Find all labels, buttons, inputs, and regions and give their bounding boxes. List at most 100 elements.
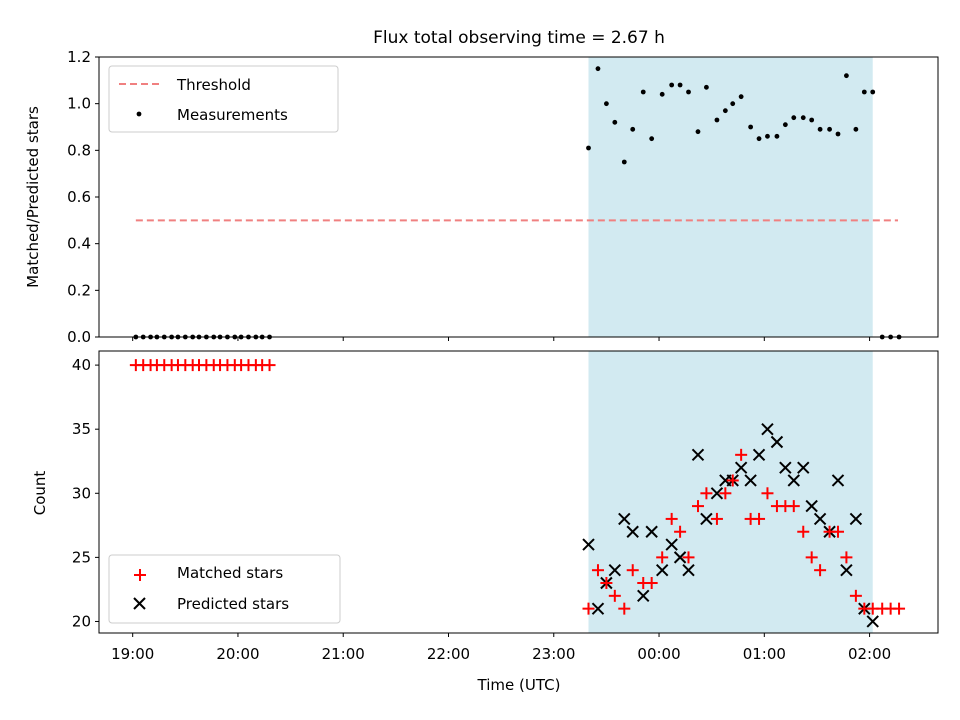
measurement-point: [870, 89, 876, 95]
matched-star-point: [691, 500, 704, 513]
measurement-point: [791, 115, 797, 121]
predicted-star-point: [700, 512, 713, 526]
y-tick-label: 0.6: [67, 188, 91, 206]
legend-matched-label: Matched stars: [177, 564, 283, 582]
matched-star-point: [665, 512, 678, 525]
matched-star-point: [831, 525, 844, 538]
legend-predicted-label: Predicted stars: [177, 595, 289, 613]
x-tick-label: 02:00: [848, 645, 891, 663]
predicted-star-point: [582, 538, 595, 551]
measurement-point: [827, 126, 832, 132]
measurement-point: [669, 82, 675, 88]
measurement-point: [677, 82, 683, 88]
y-tick-label: 0.2: [67, 281, 91, 299]
measurement-point: [835, 131, 841, 137]
predicted-star-point: [637, 589, 650, 603]
measurement-point: [595, 66, 601, 72]
count-series: [129, 359, 906, 628]
x-axis-label: Time (UTC): [477, 676, 561, 694]
predicted-star-point: [591, 602, 605, 615]
matched-star-point: [626, 564, 639, 577]
top-shaded-span: [588, 57, 873, 337]
legend-measurement-swatch: [136, 111, 142, 117]
predicted-star-point: [849, 512, 863, 526]
x-tick-label: 00:00: [637, 645, 680, 663]
bottom-panel: 20 25 30 35 40 19:00 20:00 21:00 22:00 23:00 00:0…: [31, 350, 939, 694]
x-tick-label: 23:00: [532, 645, 575, 663]
legend-predicted-swatch: [133, 597, 146, 610]
matched-star-point: [608, 589, 621, 602]
measurement-point: [649, 136, 655, 142]
predicted-star-point: [645, 525, 658, 538]
predicted-star-point: [761, 422, 774, 436]
matched-star-point: [591, 564, 604, 577]
top-x-ticks: [132, 337, 871, 341]
predicted-star-point: [866, 615, 879, 628]
y-tick-label: 1.0: [67, 95, 91, 113]
legend-measurement-label: Measurements: [177, 106, 288, 124]
matched-star-point: [700, 487, 713, 500]
measurement-point: [630, 126, 636, 132]
measurement-point: [809, 117, 815, 123]
predicted-star-point: [840, 563, 853, 577]
measurement-point: [659, 91, 665, 97]
matched-star-point: [600, 577, 613, 590]
x-tick-label: 01:00: [743, 645, 786, 663]
measurement-point: [774, 133, 780, 139]
matched-star-point: [805, 551, 818, 564]
predicted-star-point: [744, 474, 757, 487]
predicted-star-point: [626, 525, 639, 538]
matched-star-point: [787, 500, 800, 513]
legend-threshold-label: Threshold: [176, 76, 251, 94]
matched-star-point: [735, 448, 748, 461]
predicted-star-point: [813, 512, 827, 526]
measurement-point: [817, 126, 823, 132]
measurement-point: [695, 129, 701, 135]
measurement-point: [765, 133, 770, 139]
predicted-star-point: [655, 563, 669, 577]
measurement-point: [722, 108, 728, 114]
measurement-point: [738, 94, 744, 100]
matched-star-point: [618, 602, 631, 615]
matched-star-point: [645, 577, 658, 590]
bottom-shaded-span-group: [588, 351, 873, 633]
top-legend-box: [108, 65, 339, 133]
matched-star-point: [849, 589, 862, 602]
measurement-point: [756, 136, 762, 142]
predicted-star-point: [797, 461, 810, 474]
matched-star-point: [726, 474, 739, 487]
top-legend: Threshold Measurements: [108, 65, 339, 133]
predicted-star-point: [779, 461, 792, 474]
predicted-star-point: [710, 487, 724, 500]
legend-matched-swatch: [134, 569, 146, 581]
predicted-star-point: [691, 448, 705, 462]
measurement-point: [704, 84, 709, 90]
matched-star-point: [893, 602, 906, 615]
measurement-point: [782, 122, 788, 128]
measurement-point: [686, 89, 691, 95]
bottom-y-axis-label: Count: [31, 471, 49, 516]
y-tick-label: 1.2: [67, 48, 91, 66]
matched-star-point: [263, 359, 276, 372]
predicted-star-point: [770, 435, 784, 449]
measurement-point: [800, 115, 806, 121]
predicted-star-point: [805, 499, 818, 513]
bottom-legend: Matched stars Predicted stars: [108, 554, 341, 624]
measurement-point: [604, 101, 609, 107]
matched-star-point: [674, 525, 687, 538]
bottom-shaded-span: [588, 351, 873, 633]
chart-title: Flux total observing time = 2.67 h: [373, 28, 665, 48]
measurement-point: [730, 101, 736, 107]
matched-star-point: [814, 564, 827, 577]
x-tick-label: 20:00: [216, 645, 259, 663]
measurement-point: [621, 159, 627, 165]
y-tick-label: 40: [72, 356, 91, 374]
top-y-axis-label: Matched/Predicted stars: [24, 106, 42, 288]
bottom-x-ticks: 19:00 20:00 21:00 22:00 23:00 00:00 01:00 02:00: [111, 633, 891, 663]
matched-star-point: [753, 512, 766, 525]
matched-star-point: [719, 487, 732, 500]
y-tick-label: 35: [72, 420, 91, 438]
measurement-point: [612, 119, 618, 125]
predicted-star-point: [752, 448, 766, 462]
bottom-legend-box: [108, 554, 341, 624]
